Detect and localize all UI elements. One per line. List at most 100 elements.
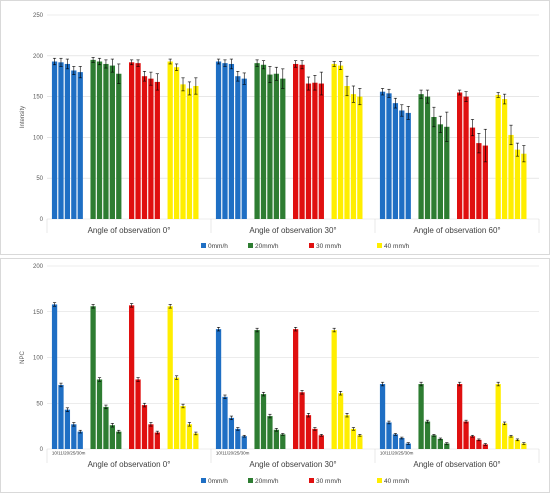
bar [129,62,135,219]
bar [58,62,64,219]
bar [318,435,324,449]
y-tick-label: 100 [33,135,44,141]
y-tick-label: 200 [33,54,44,60]
bar [514,439,521,449]
bar [476,143,482,219]
bar [186,88,193,219]
legend-swatch [201,478,206,483]
y-axis-title: Intensity [20,106,26,128]
bar [267,416,273,449]
bar [386,422,392,449]
bar [167,306,173,449]
intensity-chart-panel: 0 50 100 150 200 250 Intensity Angle of observa… [0,0,550,255]
bar [135,63,141,220]
bar [267,74,273,220]
legend-label: 20mm/h [255,243,279,250]
bar [399,438,405,449]
bar [469,436,476,449]
group-label: Angle of observation 60° [413,460,500,469]
legend-label: 0mm/h [208,243,228,250]
legend-swatch [309,478,314,483]
bar [350,428,357,449]
bar [103,63,109,220]
bar [293,63,299,220]
bar [299,392,305,449]
legend-swatch [377,478,382,483]
bar [437,438,443,449]
bar [254,63,260,220]
bar [273,429,279,449]
bar [77,431,83,449]
y-tick-label: 50 [36,401,43,407]
y-tick-label: 0 [40,217,44,223]
bar [109,65,115,219]
bar [116,431,122,449]
bar [482,444,488,449]
group-sub-label: 10/11/20/25/30m [380,451,414,456]
bar [280,434,286,449]
bar [64,63,71,220]
bar [228,63,235,220]
bar [141,405,148,449]
bar [386,93,392,219]
bar [90,59,96,219]
bar [71,424,77,449]
bar [241,78,247,219]
bar [51,61,58,220]
bar [135,379,141,449]
bar [444,443,450,449]
bar [148,424,154,449]
bar [457,384,463,449]
bar [180,405,186,449]
bar [337,65,344,219]
bar [476,439,482,449]
bar [405,112,411,219]
bar [344,85,350,219]
legend-label: 30 mm/h [316,478,342,485]
y-tick-label: 150 [33,95,44,101]
y-tick-label: 0 [40,447,44,453]
bar [501,423,508,449]
bar [90,306,96,449]
bar [222,63,228,220]
bar [418,94,424,219]
group-label: Angle of observation 30° [249,226,336,235]
bar [167,61,173,220]
bar [241,436,247,449]
bar [96,61,103,220]
bar [260,394,267,449]
group-label: Angle of observation 0° [88,226,171,235]
legend-label: 20mm/h [255,478,279,485]
bar [418,384,424,449]
legend-swatch [201,243,206,248]
bar [215,61,222,220]
bar [463,96,469,219]
bar [457,92,463,219]
bar [331,330,337,449]
bar [103,406,109,449]
bar [482,145,488,219]
y-axis-title: NPC [20,351,26,364]
bar [222,396,228,449]
bar [379,91,386,219]
bar [495,384,501,449]
legend-swatch [248,478,253,483]
bar [357,96,363,219]
bar [280,78,286,219]
bar [186,424,193,449]
bar [312,428,318,449]
bar [148,78,154,219]
bar [235,428,241,449]
bar [514,149,521,219]
bar [463,421,469,449]
y-tick-label: 150 [33,310,44,316]
bar [399,110,405,219]
bar [392,103,399,219]
bar [431,435,437,449]
intensity-chart: 0 50 100 150 200 250 Intensity Angle of observa… [20,13,540,250]
bar [228,417,235,449]
bar [501,99,508,219]
bar [64,409,71,449]
y-tick-label: 250 [33,13,44,19]
bar [508,134,514,219]
